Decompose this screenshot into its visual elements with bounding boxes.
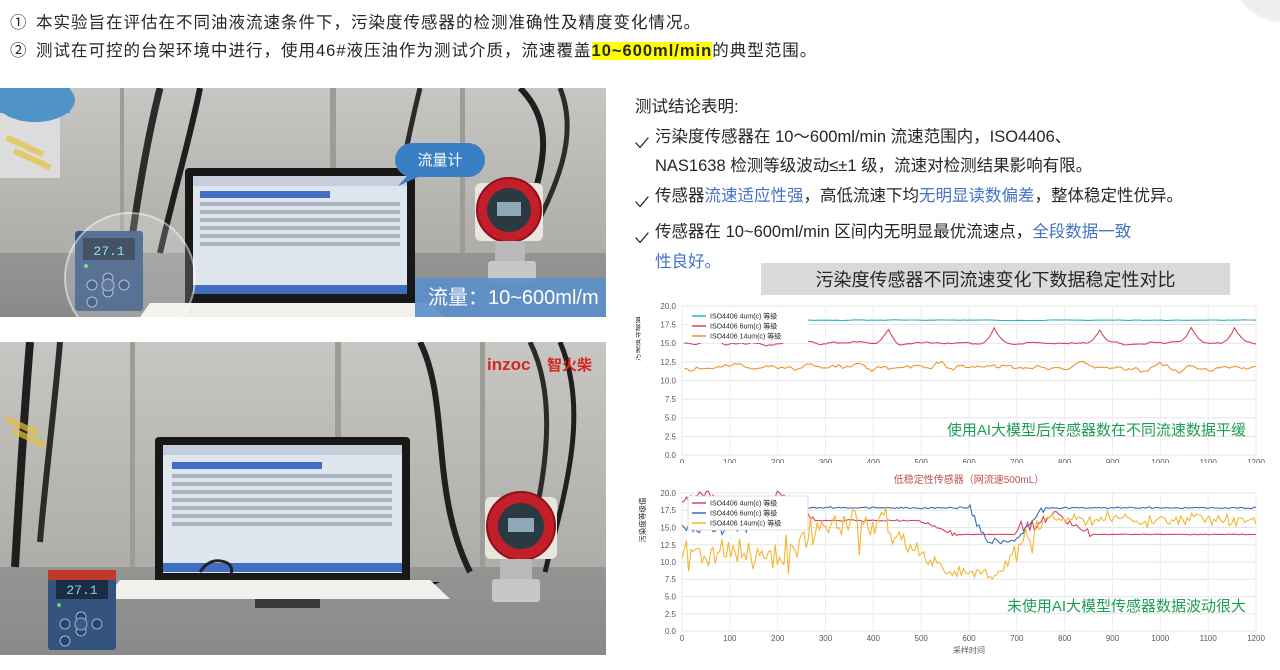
svg-text:27.1: 27.1 — [66, 583, 97, 598]
svg-text:600: 600 — [962, 634, 976, 643]
svg-text:20.0: 20.0 — [660, 489, 676, 498]
svg-text:ISO4406 6um(c) 等级: ISO4406 6um(c) 等级 — [710, 322, 777, 331]
svg-text:0.0: 0.0 — [665, 627, 677, 636]
svg-text:400: 400 — [867, 634, 881, 643]
svg-text:流量：10~600ml/m: 流量：10~600ml/m — [428, 286, 599, 309]
svg-text:ISO4406 4um(c) 等级: ISO4406 4um(c) 等级 — [710, 312, 777, 321]
svg-text:800: 800 — [1058, 634, 1072, 643]
svg-text:1200: 1200 — [1247, 634, 1265, 643]
svg-text:0.0: 0.0 — [665, 451, 677, 460]
svg-text:7.5: 7.5 — [665, 395, 677, 404]
svg-text:10.0: 10.0 — [660, 558, 676, 567]
svg-text:12.5: 12.5 — [660, 541, 676, 550]
svg-text:使用AI大模型后传感器数在不同流速数据平缓: 使用AI大模型后传感器数在不同流速数据平缓 — [947, 422, 1246, 439]
svg-text:700: 700 — [1010, 634, 1024, 643]
svg-text:200: 200 — [771, 634, 785, 643]
svg-text:500: 500 — [915, 634, 929, 643]
svg-text:智火柴: 智火柴 — [547, 356, 592, 374]
svg-text:inzoc: inzoc — [487, 355, 530, 374]
svg-text:12.5: 12.5 — [660, 358, 676, 367]
svg-text:1100: 1100 — [1200, 634, 1218, 643]
svg-text:ISO4406 14um(c) 等级: ISO4406 14um(c) 等级 — [710, 332, 781, 341]
svg-text:未使用AI大模型传感器数据波动很大: 未使用AI大模型传感器数据波动很大 — [1007, 598, 1246, 615]
svg-text:300: 300 — [819, 634, 833, 643]
svg-text:5.0: 5.0 — [665, 593, 677, 602]
svg-text:ISO4406 6um(c) 等级: ISO4406 6um(c) 等级 — [710, 509, 777, 518]
svg-text:0: 0 — [680, 634, 685, 643]
svg-text:7.5: 7.5 — [665, 575, 677, 584]
svg-text:ISO4406 4um(c) 等级: ISO4406 4um(c) 等级 — [710, 499, 777, 508]
svg-text:900: 900 — [1106, 634, 1120, 643]
svg-text:17.5: 17.5 — [660, 321, 676, 330]
svg-text:5.0: 5.0 — [665, 414, 677, 423]
svg-text:污染度等级值: 污染度等级值 — [636, 316, 642, 361]
svg-text:17.5: 17.5 — [660, 506, 676, 515]
svg-text:流量计: 流量计 — [417, 152, 462, 169]
svg-text:2.5: 2.5 — [665, 610, 677, 619]
svg-text:污染度等级值: 污染度等级值 — [637, 497, 647, 542]
svg-text:20.0: 20.0 — [660, 302, 676, 311]
svg-text:采样时间: 采样时间 — [953, 645, 985, 655]
svg-text:1000: 1000 — [1151, 634, 1169, 643]
svg-text:100: 100 — [723, 634, 737, 643]
svg-text:2.5: 2.5 — [665, 432, 677, 441]
svg-text:15.0: 15.0 — [660, 339, 676, 348]
svg-text:ISO4406 14um(c) 等级: ISO4406 14um(c) 等级 — [710, 519, 781, 528]
svg-text:低稳定性传感器（网流速500mL）: 低稳定性传感器（网流速500mL） — [894, 473, 1045, 486]
svg-text:15.0: 15.0 — [660, 524, 676, 533]
svg-text:10.0: 10.0 — [660, 377, 676, 386]
